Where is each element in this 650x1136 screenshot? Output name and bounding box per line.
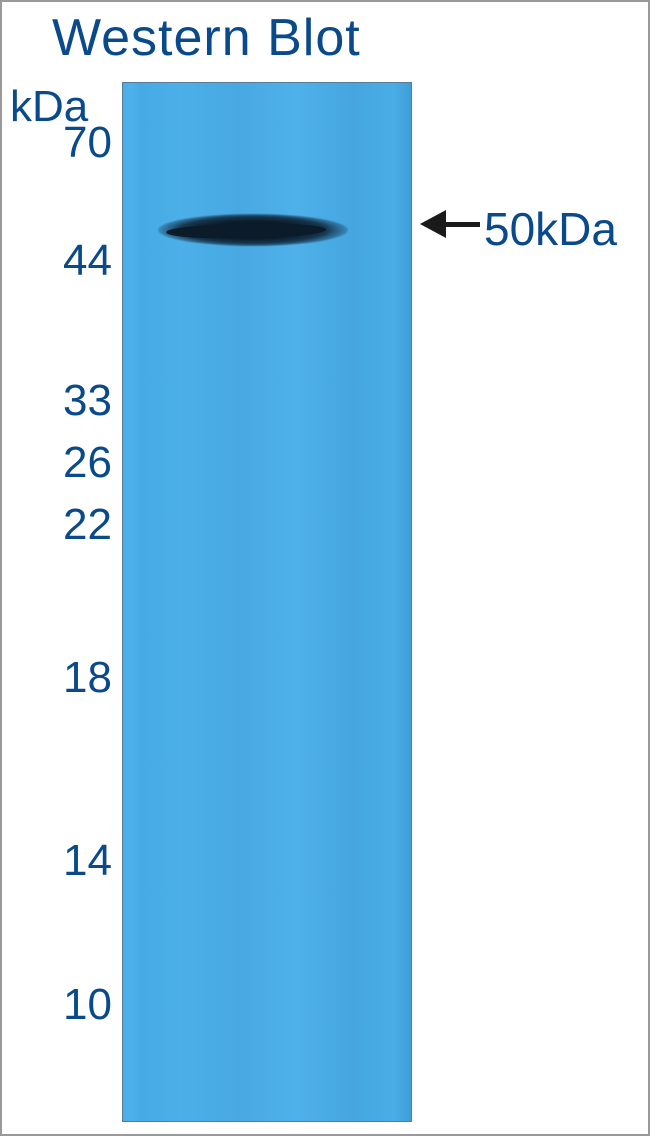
marker-label: 22 [12, 500, 112, 550]
marker-label: 14 [12, 836, 112, 886]
marker-label: 10 [12, 980, 112, 1030]
marker-label: 70 [12, 118, 112, 168]
arrow-left-icon [420, 210, 446, 238]
band-annotation: 50kDa [484, 202, 617, 256]
marker-label: 44 [12, 236, 112, 286]
marker-label: 26 [12, 438, 112, 488]
marker-label: 18 [12, 653, 112, 703]
marker-label: 33 [12, 376, 112, 426]
arrow-shaft [444, 222, 480, 227]
figure-title: Western Blot [52, 8, 361, 68]
